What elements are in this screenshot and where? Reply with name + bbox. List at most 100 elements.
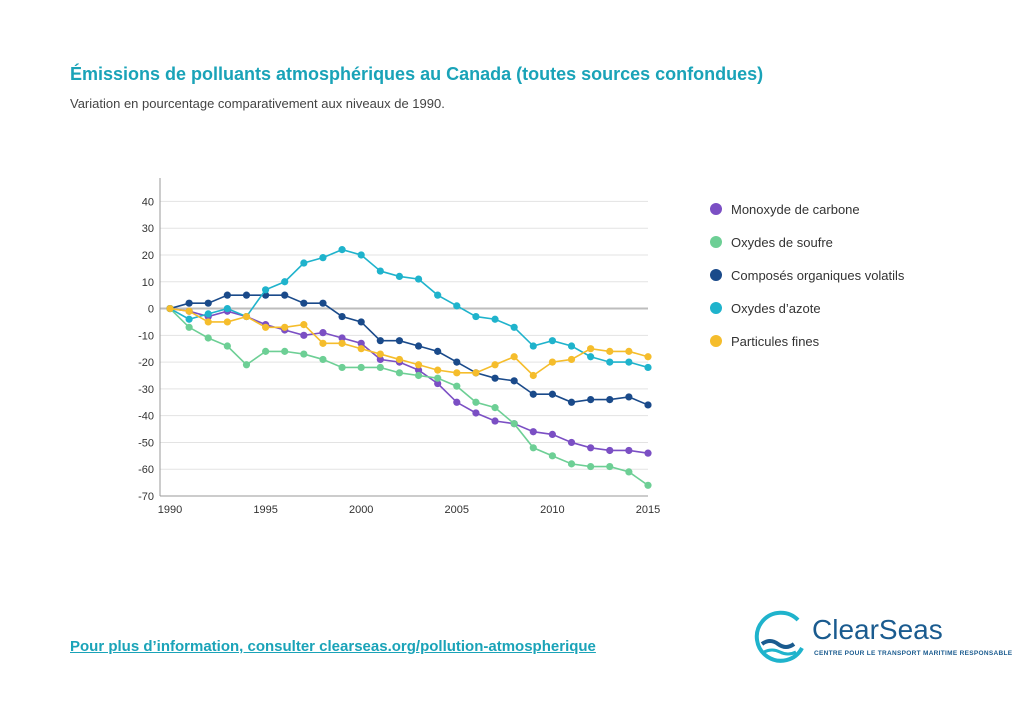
logo-wordmark: ClearSeas [812, 614, 943, 645]
legend-swatch [710, 302, 722, 314]
data-point [472, 369, 480, 377]
legend-item: Monoxyde de carbone [710, 198, 904, 220]
data-point [185, 323, 193, 331]
data-point [625, 393, 633, 401]
data-point [625, 347, 633, 355]
data-point [338, 339, 346, 347]
data-point [185, 299, 193, 307]
data-point [281, 347, 289, 355]
data-point [395, 369, 404, 377]
data-point [204, 318, 212, 326]
data-point [319, 339, 327, 347]
data-point [644, 353, 652, 361]
data-point [587, 462, 595, 471]
data-point [472, 398, 480, 406]
more-info-link[interactable]: Pour plus d’information, consulter clear… [70, 638, 596, 655]
y-tick-label: -30 [138, 384, 154, 396]
y-tick-label: -10 [138, 330, 154, 342]
data-point [338, 312, 346, 321]
data-point [491, 417, 499, 425]
x-tick-label: 1995 [253, 504, 277, 516]
data-point [185, 315, 193, 323]
data-point [434, 379, 442, 388]
x-tick-label: 2000 [349, 504, 373, 516]
data-point [223, 304, 231, 313]
data-point [300, 259, 308, 267]
data-point [357, 251, 365, 259]
data-point [434, 347, 442, 355]
data-point [606, 395, 614, 404]
data-point [606, 462, 614, 471]
data-point [529, 371, 537, 380]
legend-swatch [710, 335, 722, 347]
x-tick-label: 2010 [540, 504, 564, 516]
y-tick-label: -20 [138, 357, 154, 369]
data-point [453, 358, 461, 366]
y-tick-label: -40 [138, 411, 154, 423]
data-point [319, 329, 327, 337]
y-tick-label: 40 [142, 196, 154, 208]
chart-legend: Monoxyde de carbone Oxydes de soufre Compo… [710, 198, 904, 363]
data-point [491, 315, 499, 323]
data-point [204, 299, 212, 307]
data-point [414, 275, 423, 283]
data-point [587, 353, 595, 361]
data-point [300, 350, 308, 358]
data-point [453, 302, 461, 310]
data-point [510, 377, 518, 385]
data-point [185, 307, 193, 315]
data-point [262, 323, 270, 331]
y-tick-label: 10 [142, 277, 154, 289]
data-point [625, 358, 633, 366]
data-point [548, 390, 557, 398]
data-point [281, 291, 289, 299]
data-point [242, 361, 251, 369]
data-point [414, 361, 423, 369]
chart-subtitle: Variation en pourcentage comparativement… [70, 96, 445, 111]
data-point [453, 369, 461, 377]
data-point [587, 345, 595, 353]
data-point [606, 347, 614, 355]
data-point [166, 304, 174, 313]
legend-item: Oxydes de soufre [710, 231, 904, 253]
legend-item: Particules fines [710, 330, 904, 352]
data-point [567, 355, 576, 364]
data-point [548, 452, 557, 460]
data-point [529, 342, 537, 350]
data-point [587, 395, 595, 404]
legend-label: Particules fines [731, 333, 820, 349]
data-point [510, 353, 518, 361]
data-point [529, 444, 537, 452]
x-tick-label: 2005 [445, 504, 469, 516]
data-point [453, 398, 461, 406]
data-point [357, 318, 365, 326]
data-point [434, 291, 442, 299]
data-point [567, 438, 576, 447]
data-point [204, 334, 212, 342]
x-tick-label: 2015 [636, 504, 660, 516]
data-point [281, 323, 289, 331]
data-point [319, 299, 327, 307]
data-point [510, 420, 518, 428]
y-tick-label: -50 [138, 437, 154, 449]
data-point [376, 337, 384, 345]
data-point [644, 401, 652, 409]
data-point [567, 342, 576, 350]
data-point [510, 323, 518, 331]
data-point [357, 363, 365, 372]
data-point [376, 363, 384, 372]
data-point [223, 342, 231, 350]
data-point [644, 449, 652, 457]
legend-label: Oxydes de soufre [731, 234, 833, 250]
legend-item: Composés organiques volatils [710, 264, 904, 286]
data-point [434, 374, 442, 382]
data-point [223, 291, 231, 299]
logo-tagline: CENTRE POUR LE TRANSPORT MARITIME RESPON… [814, 650, 1013, 657]
legend-swatch [710, 269, 722, 281]
data-point [223, 318, 231, 326]
data-point [357, 345, 365, 353]
data-point [338, 334, 346, 342]
data-point [414, 371, 423, 380]
legend-item: Oxydes d’azote [710, 297, 904, 319]
